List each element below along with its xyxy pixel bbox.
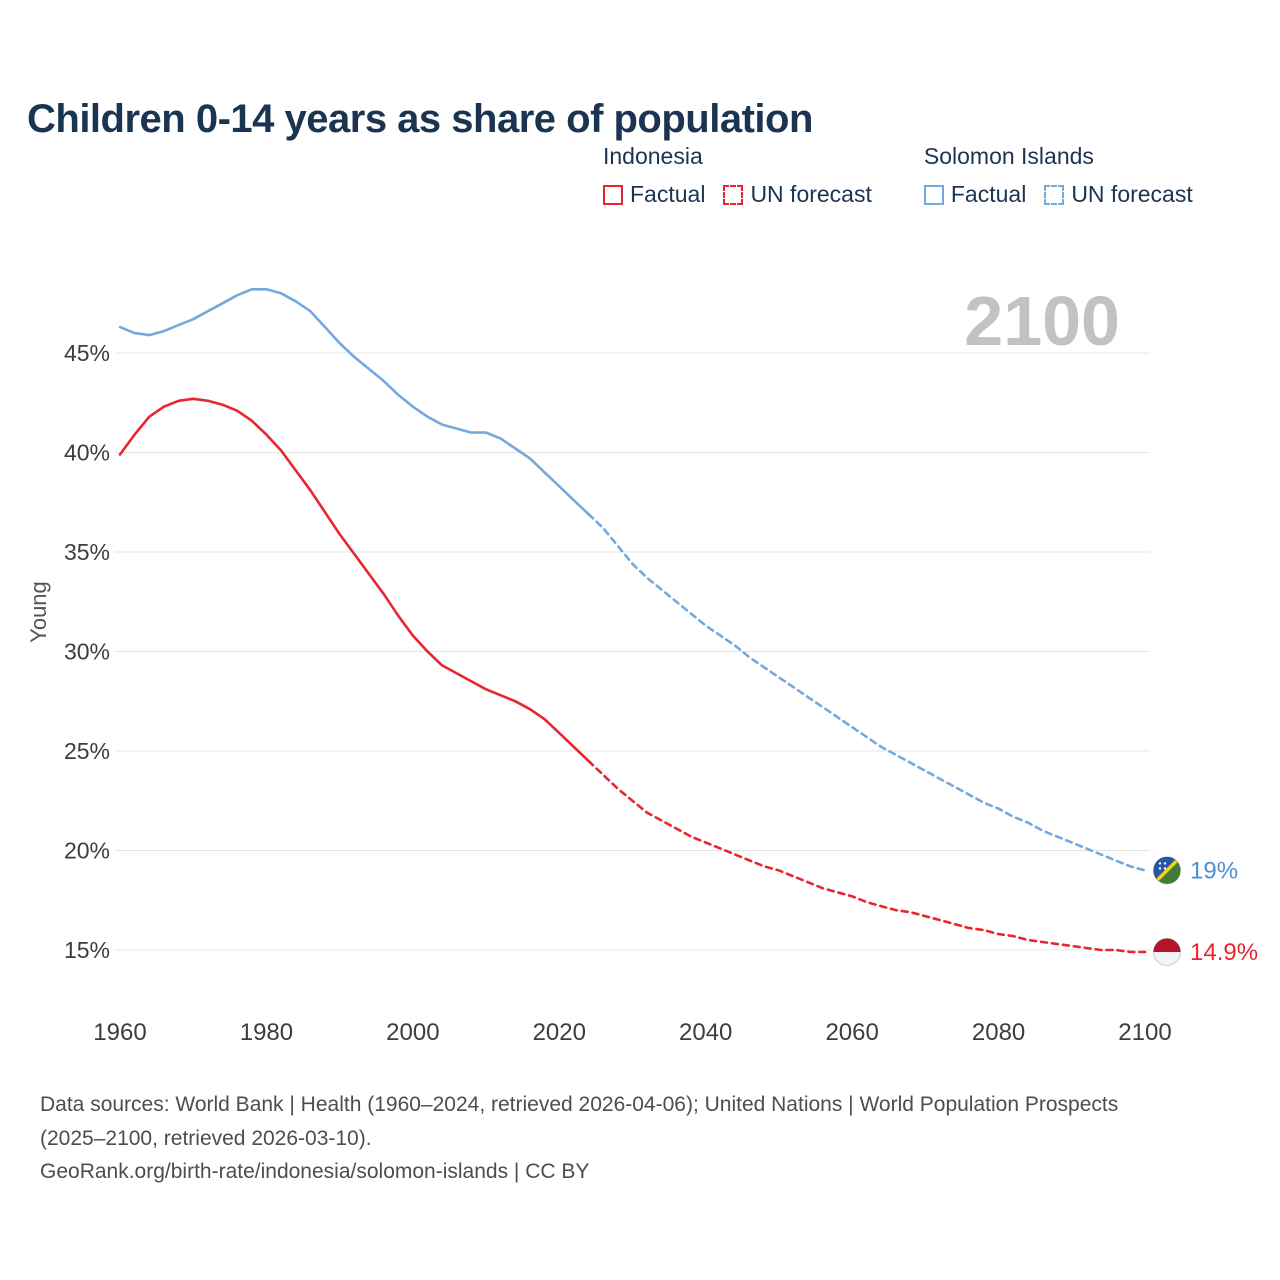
solomon-islands-flag [1153, 856, 1181, 885]
series-line [118, 397, 590, 763]
y-tick-label: 15% [64, 937, 110, 963]
x-tick-label: 1960 [93, 1019, 146, 1046]
end-value-label: 14.9% [1190, 939, 1258, 966]
legend-item-indonesia-factual: Factual [603, 181, 705, 208]
x-tick-label: 2020 [533, 1019, 586, 1046]
x-tick-label: 2100 [1118, 1019, 1171, 1046]
x-tick-label: 2060 [825, 1019, 878, 1046]
footer-sources-line: Data sources: World Bank | Health (1960–… [40, 1093, 1119, 1150]
legend-header-solomon-islands: Solomon Islands [923, 143, 1094, 169]
legend-header-indonesia: Indonesia [603, 143, 703, 169]
series-line [587, 759, 1147, 954]
x-tick-label: 2040 [679, 1019, 732, 1046]
page-title: Children 0-14 years as share of populati… [27, 96, 813, 141]
y-tick-label: 45% [64, 340, 110, 366]
solid-line-swatch-icon [603, 184, 623, 205]
x-tick-label: 2000 [386, 1019, 439, 1046]
y-axis-label: Young [26, 581, 51, 643]
end-value-label: 19% [1190, 857, 1238, 884]
chart-legend: Indonesia Factual UN forecast Solomon Is… [603, 143, 1193, 208]
footer-attribution-line: GeoRank.org/birth-rate/indonesia/solomon… [40, 1160, 590, 1184]
y-tick-label: 35% [64, 539, 110, 565]
legend-label: Factual [630, 181, 706, 207]
dashed-line-swatch-icon [1044, 184, 1065, 205]
data-sources-footer: Data sources: World Bank | Health (1960–… [40, 1088, 1160, 1189]
legend-group-indonesia: Indonesia Factual UN forecast [603, 143, 872, 208]
watermark-year: 2100 [964, 282, 1120, 360]
dashed-line-swatch-icon [723, 184, 744, 205]
y-tick-label: 30% [64, 639, 110, 665]
series-line [118, 288, 590, 516]
legend-item-solomon-factual: Factual [923, 181, 1027, 208]
legend-label: Factual [950, 181, 1027, 207]
y-tick-label: 20% [64, 838, 110, 864]
legend-group-solomon-islands: Solomon Islands Factual UN forecast [923, 143, 1193, 208]
y-tick-label: 40% [64, 440, 110, 466]
indonesia-flag [1153, 937, 1181, 966]
legend-item-indonesia-forecast: UN forecast [723, 181, 872, 208]
legend-item-solomon-forecast: UN forecast [1044, 181, 1193, 208]
y-tick-label: 25% [64, 738, 110, 764]
x-tick-label: 1980 [240, 1019, 293, 1046]
gridlines: 15% 20% 25% 30% 35% 40% 45% [64, 340, 1150, 963]
series-line [587, 512, 1147, 872]
legend-label: UN forecast [750, 181, 872, 207]
x-tick-label: 2080 [972, 1019, 1025, 1046]
solid-line-swatch-icon [923, 184, 944, 205]
legend-label: UN forecast [1071, 181, 1193, 207]
